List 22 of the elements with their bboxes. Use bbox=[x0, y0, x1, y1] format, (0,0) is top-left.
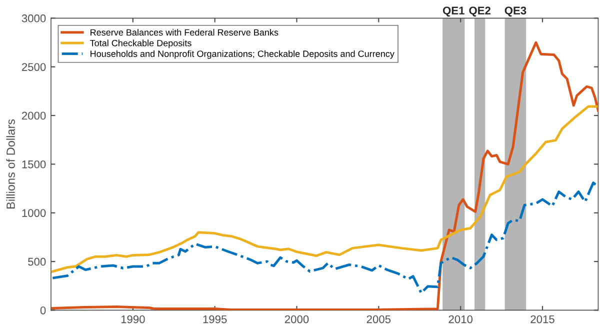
y-tick-label: 1000 bbox=[22, 209, 46, 217]
x-tick-label: 2010 bbox=[448, 315, 473, 324]
legend-label: Reserve Balances with Federal Reserve Banks bbox=[90, 28, 278, 36]
x-tick-label: 1990 bbox=[121, 315, 145, 324]
x-tick-label: 2000 bbox=[284, 315, 309, 324]
x-tick-label: 2005 bbox=[366, 315, 391, 324]
y-tick-label: 500 bbox=[28, 258, 46, 266]
y-tick-label: 0 bbox=[40, 306, 46, 314]
x-tick-label: 1995 bbox=[203, 315, 227, 324]
y-tick-label: 2500 bbox=[22, 63, 46, 71]
legend-label: Households and Nonprofit Organizations; Checkable Deposits and Currency bbox=[90, 50, 394, 59]
y-tick-label: 1500 bbox=[22, 160, 46, 168]
band-label: QE3 bbox=[504, 6, 526, 17]
x-tick-label: 2015 bbox=[530, 315, 554, 324]
y-tick-label: 2000 bbox=[22, 112, 46, 120]
y-axis-title: Billions of Dollars bbox=[6, 119, 15, 208]
band-label: QE2 bbox=[469, 6, 491, 17]
line-series bbox=[51, 182, 598, 294]
band-label: QE1 bbox=[442, 6, 464, 17]
line-series bbox=[51, 105, 598, 273]
legend-label: Total Checkable Deposits bbox=[90, 40, 192, 48]
y-tick-label: 3000 bbox=[22, 14, 46, 22]
